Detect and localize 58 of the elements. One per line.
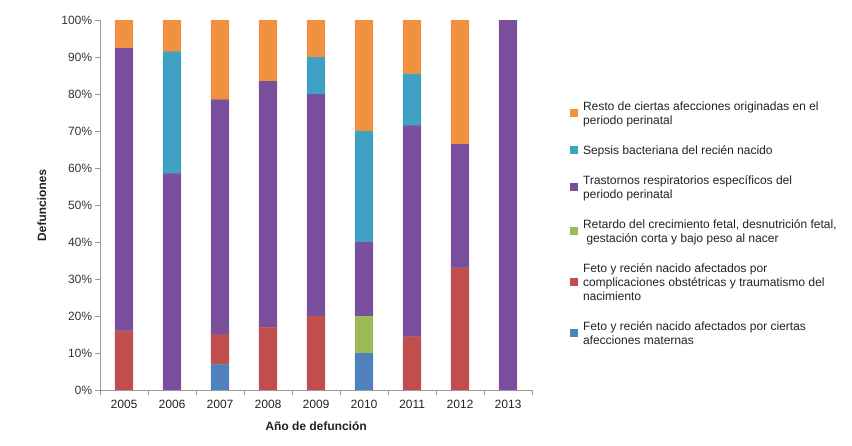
x-tick-label: 2007 (206, 397, 234, 411)
y-tick-label: 50% (68, 198, 92, 212)
bar (354, 316, 374, 353)
bar (210, 334, 230, 364)
x-tick-label: 2013 (494, 397, 522, 411)
x-tick-label: 2008 (254, 397, 282, 411)
y-tick-label: 60% (68, 161, 92, 175)
bar (114, 48, 134, 331)
bar (402, 336, 422, 390)
bar (354, 353, 374, 390)
bar (498, 20, 518, 390)
legend-label: Feto y recién nacido afectados por complicaciones obstétricas y traumatismo del nacimiento (583, 261, 828, 303)
x-axis-title: Año de defunción (265, 419, 367, 433)
bar (402, 125, 422, 336)
y-tick-label: 10% (68, 346, 92, 360)
bar (306, 316, 326, 390)
bar (402, 74, 422, 126)
bar (114, 330, 134, 390)
x-tick-label: 2010 (350, 397, 378, 411)
y-tick-label: 100% (61, 13, 92, 27)
y-axis-title: Defunciones (35, 168, 49, 242)
bar (402, 20, 422, 74)
bar (306, 57, 326, 94)
bar (210, 20, 230, 100)
bar (306, 94, 326, 316)
bar (162, 20, 182, 52)
x-tick-label: 2006 (158, 397, 186, 411)
legend-label: Resto de ciertas afecciones originadas en el periodo perinatal (583, 99, 822, 127)
legend-label: Feto y recién nacido afectados por ciertas afecciones maternas (583, 319, 810, 347)
bar (354, 20, 374, 131)
bar (258, 20, 278, 82)
bar (306, 20, 326, 57)
bar (450, 144, 470, 268)
y-tick-label: 70% (68, 124, 92, 138)
y-tick-label: 40% (68, 235, 92, 249)
bar (258, 81, 278, 328)
bar (450, 20, 470, 144)
x-tick-label: 2011 (399, 397, 426, 411)
legend-label: Sepsis bacteriana del recién nacido (583, 143, 773, 157)
y-tick-label: 80% (68, 87, 92, 101)
bar (258, 327, 278, 390)
bar (450, 268, 470, 390)
legend-label: Retardo del crecimiento fetal, desnutrición fetal, gestación corta y bajo peso al nacer (583, 217, 836, 245)
x-tick-label: 2005 (110, 397, 138, 411)
bar (210, 100, 230, 334)
y-tick-label: 0% (74, 383, 92, 397)
bar (354, 242, 374, 316)
y-tick-label: 20% (68, 309, 92, 323)
bar (210, 364, 230, 390)
x-tick-label: 2009 (302, 397, 330, 411)
legend-label: Trastornos respiratorios específicos del periodo perinatal (583, 173, 796, 201)
bar (354, 131, 374, 242)
bar (162, 51, 182, 174)
y-tick-label: 90% (68, 50, 92, 64)
x-tick-label: 2012 (446, 397, 474, 411)
bar (162, 174, 182, 390)
y-tick-label: 30% (68, 272, 92, 286)
bar (114, 20, 134, 48)
